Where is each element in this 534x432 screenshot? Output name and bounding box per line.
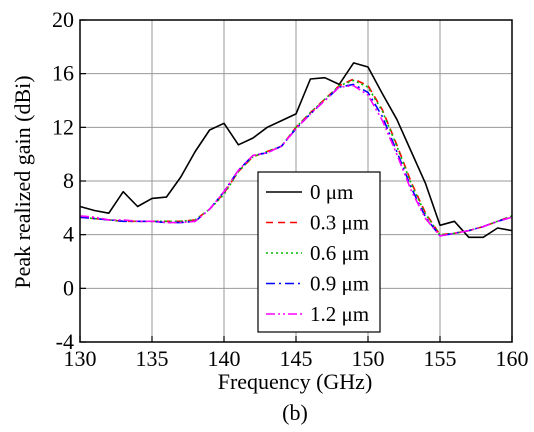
x-tick-label: 135 [136,346,169,371]
legend-items: 0 μm 0.3 μm 0.6 μm 0.9 μm 1.2 μm [266,180,369,326]
y-tick-label: 4 [63,222,74,247]
series-line-4 [79,84,513,237]
x-tick-label: 160 [496,346,529,371]
legend-label-2: 0.6 μm [310,241,369,265]
figure-caption: (b) [282,400,308,425]
x-tick-label: 140 [208,346,241,371]
legend-label-0: 0 μm [310,180,353,204]
legend-label-3: 0.9 μm [310,272,369,296]
y-tick-label: -4 [56,329,74,354]
tick-labels: 130 135 140 145 150 155 160 -4 0 4 8 12 16 20 [52,7,529,371]
legend-box [257,171,381,333]
series-line-0 [79,62,513,239]
y-tick-label: 16 [52,61,74,86]
y-tick-label: 8 [63,168,74,193]
y-tick-label: 0 [63,275,74,300]
x-tick-label: 145 [280,346,313,371]
legend: 0 μm 0.3 μm 0.6 μm 0.9 μm 1.2 μm [257,171,381,333]
legend-label-4: 1.2 μm [310,302,369,326]
y-tick-label: 20 [52,7,74,32]
series-line-2 [79,79,513,236]
ticks [79,19,513,343]
y-tick-label: 12 [52,114,74,139]
x-tick-label: 130 [64,346,97,371]
x-axis-title: Frequency (GHz) [218,369,373,394]
series-layer [79,62,513,239]
y-axis-title: Peak realized gain (dBi) [10,75,35,288]
x-tick-label: 155 [424,346,457,371]
x-tick-label: 150 [352,346,385,371]
legend-label-1: 0.3 μm [310,211,369,235]
